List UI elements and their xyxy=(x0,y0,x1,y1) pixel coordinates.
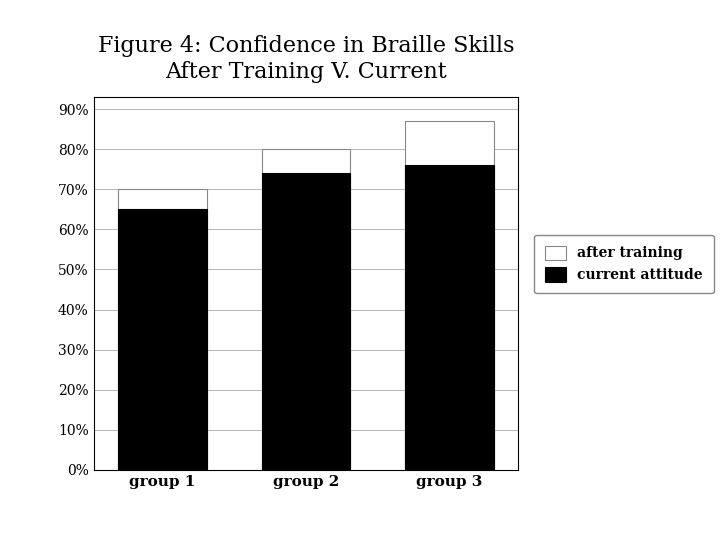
Title: Figure 4: Confidence in Braille Skills
After Training V. Current: Figure 4: Confidence in Braille Skills A… xyxy=(98,35,514,83)
Bar xyxy=(118,190,207,470)
Bar xyxy=(262,149,350,470)
Bar xyxy=(118,210,207,470)
Bar xyxy=(262,173,350,470)
Bar xyxy=(405,165,494,470)
Legend: after training, current attitude: after training, current attitude xyxy=(534,234,714,293)
Bar xyxy=(405,122,494,470)
